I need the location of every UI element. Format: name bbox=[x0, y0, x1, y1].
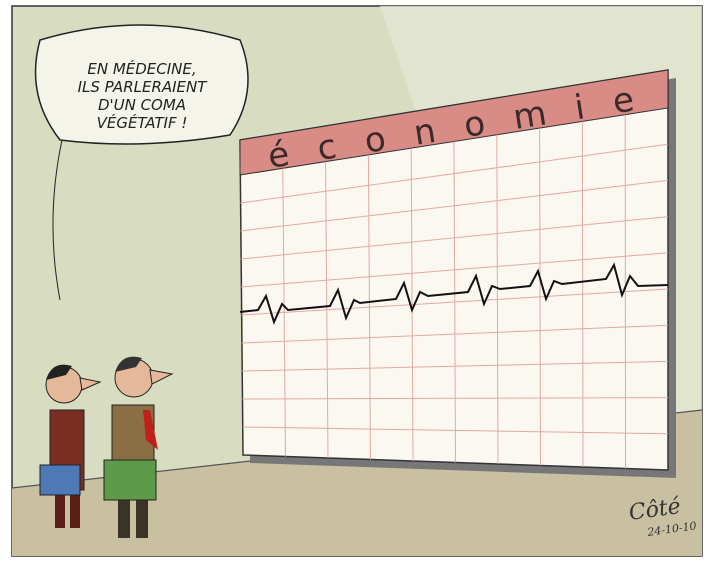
bubble-line: D'UN COMA bbox=[98, 96, 186, 114]
leg bbox=[118, 498, 130, 538]
folder bbox=[104, 460, 156, 500]
leg bbox=[136, 498, 148, 538]
bubble-line: EN MÉDECINE, bbox=[87, 59, 196, 78]
bubble-line: ILS PARLERAIENT bbox=[78, 78, 209, 96]
cartoon: EN MÉDECINE, ILS PARLERAIENT D'UN COMA V… bbox=[0, 0, 711, 563]
bubble-line: VÉGÉTATIF ! bbox=[97, 113, 188, 132]
folder bbox=[40, 465, 80, 495]
